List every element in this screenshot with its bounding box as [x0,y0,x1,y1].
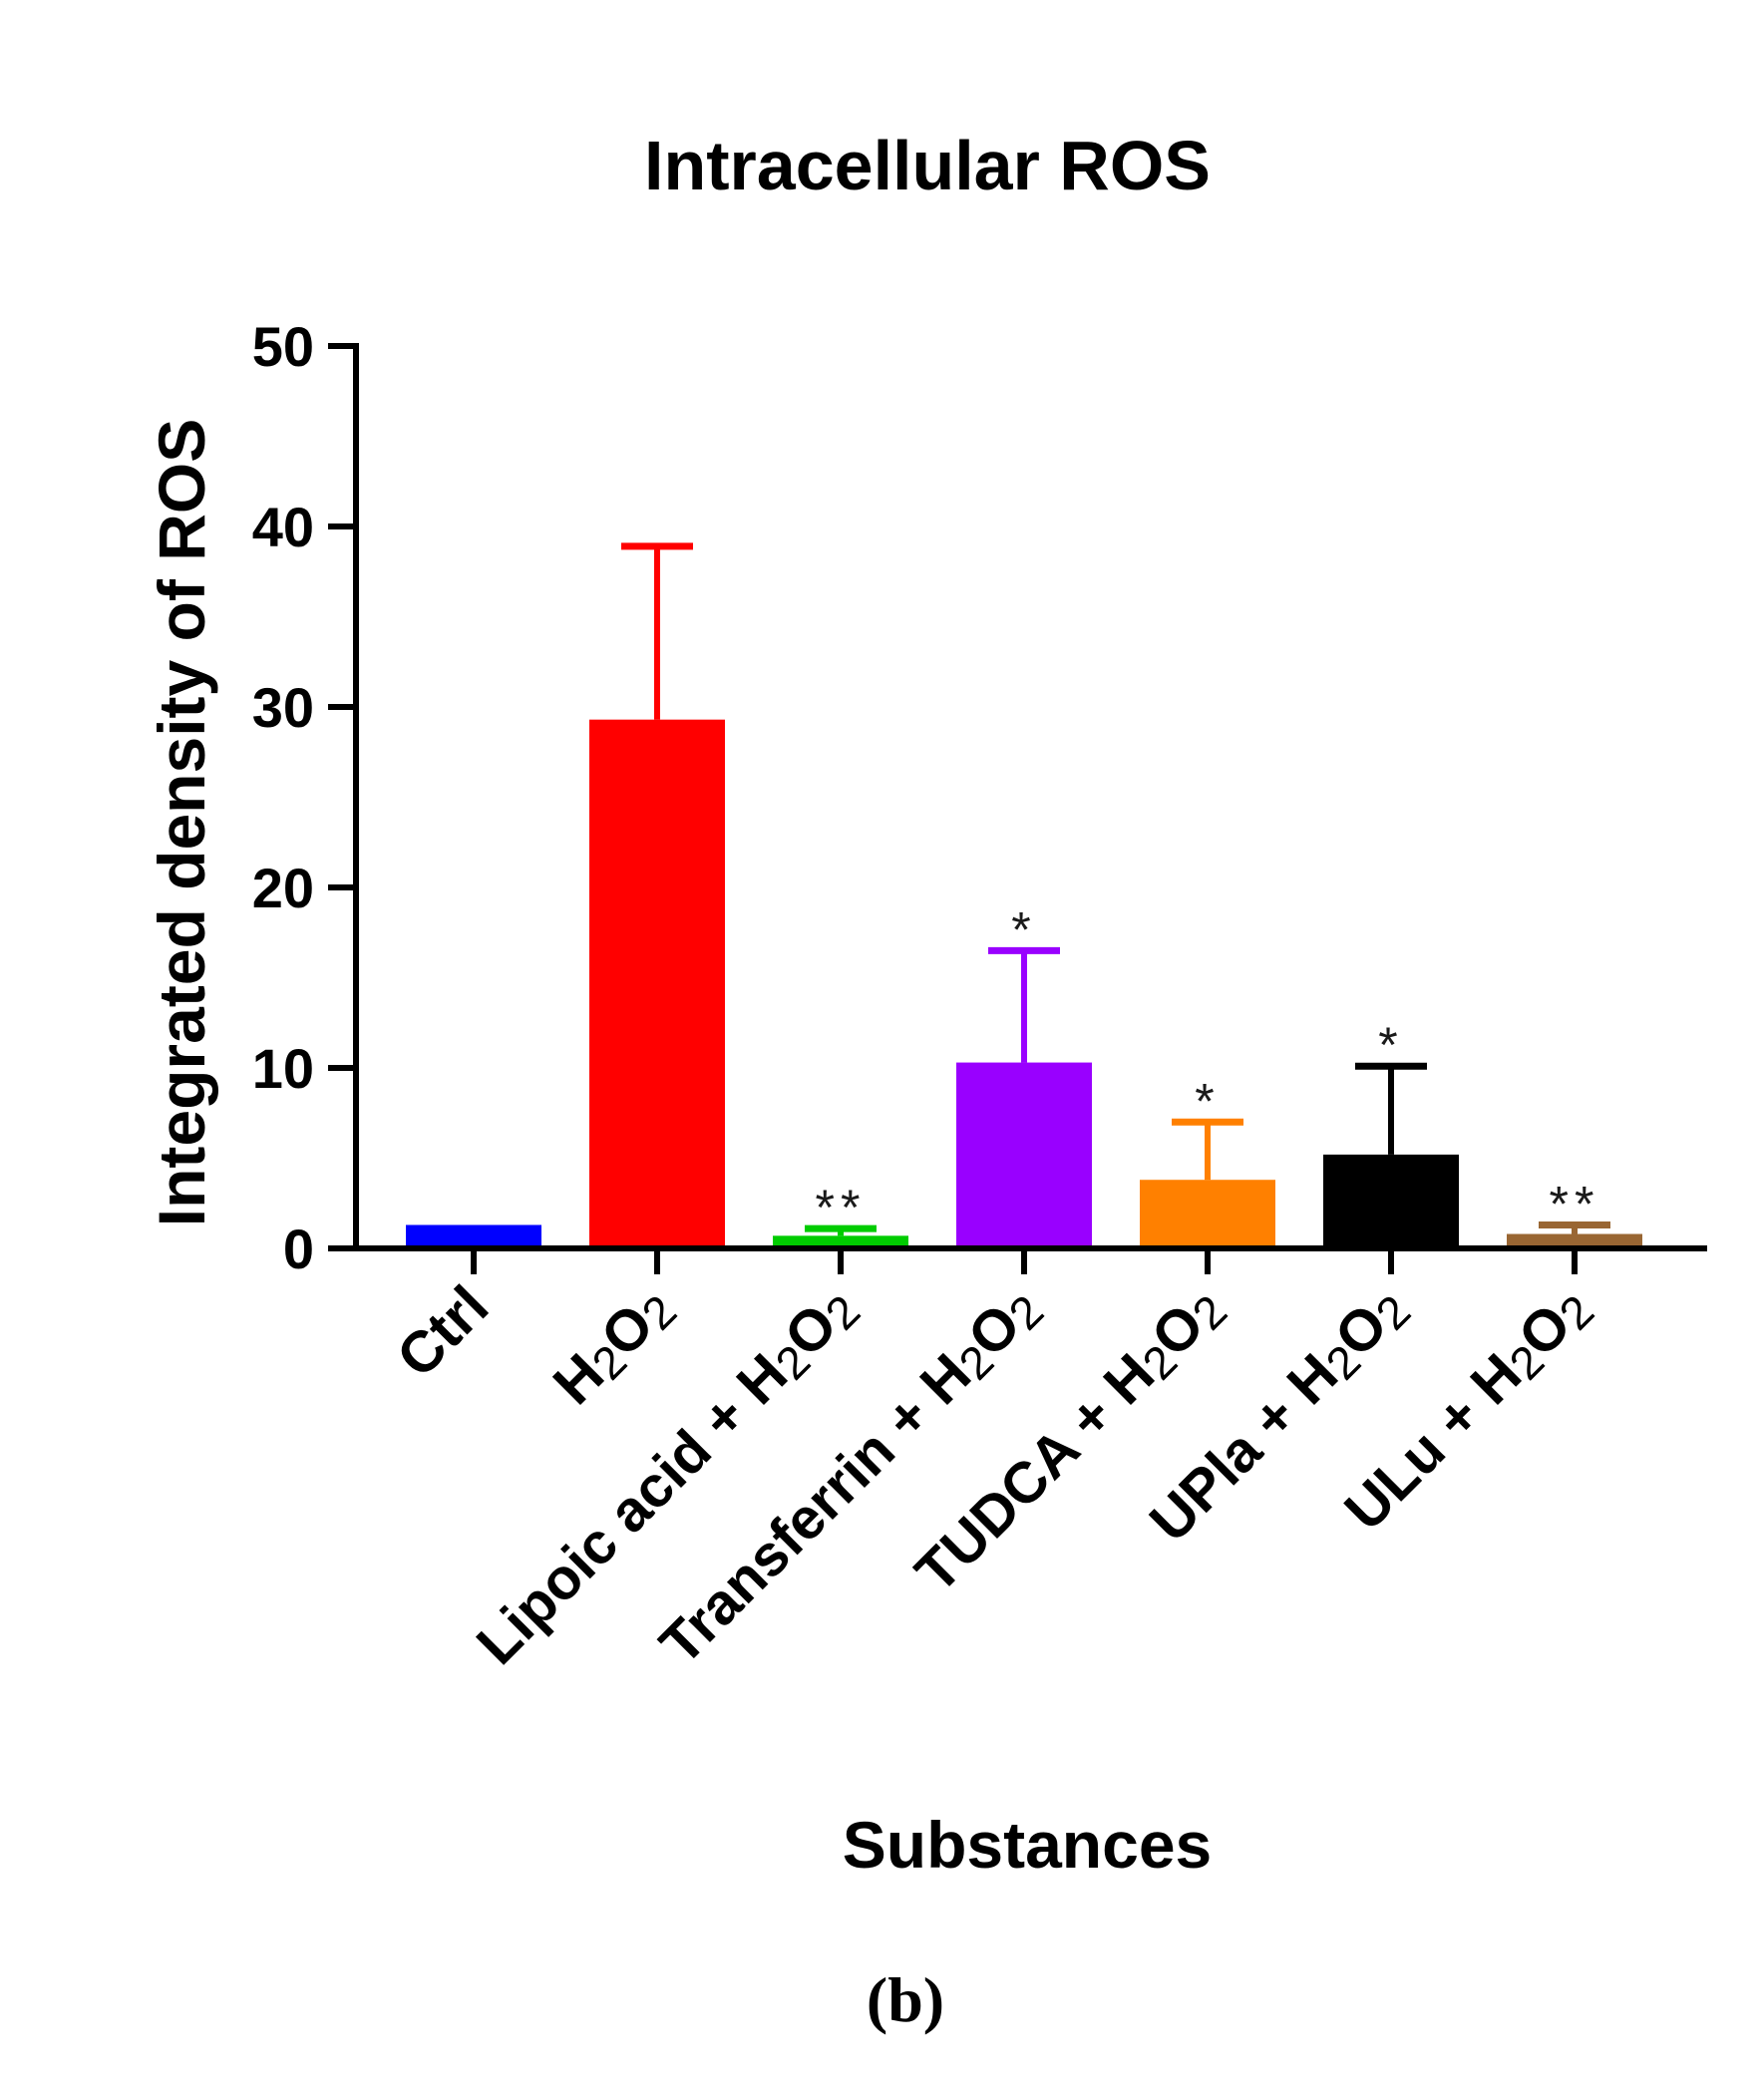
significance-marker: ** [816,1180,867,1235]
bars-group [406,719,1642,1248]
label-text: Transferrin + H [648,1341,984,1677]
panel-label: (b) [867,1964,944,2035]
bar [589,719,725,1248]
y-axis-title: Integrated density of ROS [145,419,218,1226]
bar [1323,1154,1459,1248]
x-axis-title: Substances [843,1808,1212,1882]
x-tick-label: H2O2 [541,1273,687,1419]
y-tick-label: 0 [283,1218,314,1280]
y-tick-label: 50 [252,315,314,378]
y-tick-label: 30 [252,676,314,739]
x-tick-label-group: TUDCA + H2O2 [903,1273,1237,1607]
y-ticks-group: 0 10 20 30 40 50 [252,315,356,1280]
significance-marker: * [1011,901,1036,957]
y-tick-label: 20 [252,857,314,919]
significance-group: ******* [816,901,1600,1235]
significance-marker: ** [1550,1176,1600,1231]
axes-group [353,343,1707,1251]
x-tick-label-group: Ctrl [385,1273,502,1390]
chart-title: Intracellular ROS [644,127,1211,204]
bar [406,1224,541,1248]
bar [1140,1180,1275,1248]
y-tick-label: 40 [252,496,314,558]
x-tick-label: Ctrl [385,1273,502,1390]
label-text: Ctrl [385,1273,502,1390]
y-tick-label: 10 [252,1037,314,1100]
bar [773,1235,908,1248]
error-bars-group [621,542,1610,1236]
label-text: Lipoic acid + H [465,1341,801,1677]
y-axis-title-group: Integrated density of ROS [145,419,218,1226]
x-tick-label-group: H2O2 [541,1273,687,1419]
significance-marker: * [1378,1017,1403,1073]
bar [1507,1233,1642,1248]
significance-marker: * [1195,1073,1220,1129]
x-tick-label: TUDCA + H2O2 [903,1273,1237,1607]
bar [956,1062,1092,1248]
